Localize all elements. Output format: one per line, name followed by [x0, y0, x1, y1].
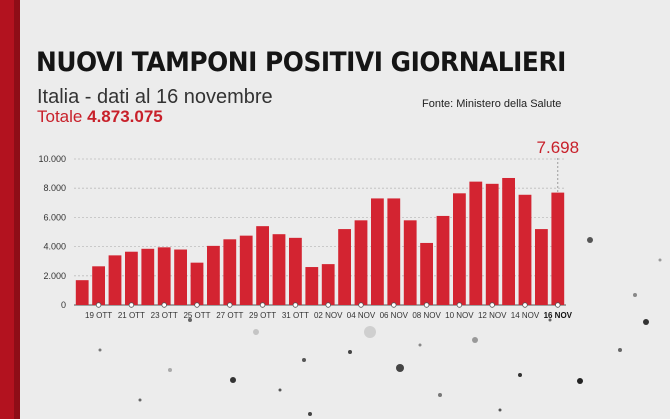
y-tick-label: 0 [61, 300, 66, 310]
bar [551, 192, 565, 305]
chart-subtitle: Italia - dati al 16 novembre [37, 86, 273, 108]
x-tick-marker [423, 302, 430, 308]
x-tick-marker [95, 302, 102, 308]
annotation-label: 7.698 [537, 138, 580, 157]
x-tick-label: 10 NOV [445, 311, 474, 320]
y-tick-label: 2.000 [43, 271, 66, 281]
background-dots [98, 237, 662, 416]
bar [485, 183, 499, 305]
x-tick-marker [194, 302, 200, 308]
bar [436, 215, 450, 305]
bar [207, 245, 220, 305]
x-tick-marker [227, 302, 233, 308]
x-tick-label: 31 OTT [282, 311, 309, 320]
x-tick-label: 06 NOV [380, 311, 409, 320]
bar [321, 264, 335, 305]
x-tick-label: 02 NOV [314, 311, 343, 320]
y-tick-label: 8.000 [43, 183, 66, 193]
x-tick-marker [161, 302, 167, 308]
x-tick-marker [391, 302, 397, 308]
x-tick-label: 25 OTT [183, 311, 210, 320]
x-tick-label: 27 OTT [216, 311, 243, 320]
y-tick-label: 4.000 [43, 242, 66, 252]
x-tick-marker [128, 302, 135, 308]
bar [190, 262, 204, 305]
x-tick-marker [456, 302, 463, 308]
chart-title: NUOVI TAMPONI POSITIVI GIORNALIERI [36, 47, 566, 78]
bar [453, 193, 466, 305]
bar [354, 220, 368, 305]
x-tick-label: 08 NOV [412, 311, 441, 320]
chart-gridlines [74, 158, 566, 306]
bar [403, 220, 417, 305]
bar [125, 251, 138, 305]
y-tick-label: 10.000 [38, 154, 66, 164]
x-tick-marker [489, 302, 495, 308]
bar [420, 242, 433, 305]
source-note: Fonte: Ministero della Salute [422, 98, 562, 110]
bar [239, 235, 253, 305]
total-value: 4.873.075 [87, 107, 163, 126]
total-line: Totale 4.873.075 [37, 107, 163, 127]
bar [108, 255, 122, 305]
bar [174, 249, 187, 305]
bar [223, 239, 237, 305]
x-tick-label: 19 OTT [85, 311, 112, 320]
bar [289, 237, 302, 305]
bar [518, 194, 532, 305]
x-tick-marker [522, 302, 528, 308]
bar [157, 247, 171, 305]
bar [305, 267, 319, 305]
chart-bars [75, 177, 565, 305]
left-accent-stripe-shade [14, 0, 20, 419]
x-tick-marker [358, 302, 364, 308]
x-tick-label: 29 OTT [249, 311, 276, 320]
bar [75, 280, 89, 305]
x-tick-label: 12 NOV [478, 311, 507, 320]
bar [469, 181, 483, 305]
x-tick-label: 23 OTT [151, 311, 178, 320]
bar [256, 226, 269, 305]
x-axis: 19 OTT 21 OTT 23 OTT 25 OTT 27 OTT 29 OTT 31 O… [85, 302, 573, 320]
x-tick-label: 21 OTT [118, 311, 145, 320]
annotation: 7.698 [537, 138, 580, 193]
y-tick-label: 6.000 [43, 212, 66, 222]
bar [272, 234, 286, 305]
y-axis: 0 2.000 4.000 6.000 8.000 10.000 [38, 154, 66, 310]
x-tick-marker [555, 302, 561, 308]
total-label: Totale [37, 107, 83, 126]
bar [92, 266, 105, 305]
x-tick-marker [325, 302, 331, 308]
bar [387, 198, 401, 305]
bar [141, 248, 155, 305]
bar [502, 177, 515, 305]
bar [371, 198, 384, 305]
x-tick-marker [292, 302, 299, 308]
x-tick-label: 16 NOV [544, 311, 573, 320]
bar [338, 229, 351, 305]
x-tick-marker [259, 302, 266, 308]
bar [535, 229, 548, 305]
x-tick-label: 04 NOV [347, 311, 376, 320]
x-tick-label: 14 NOV [511, 311, 540, 320]
